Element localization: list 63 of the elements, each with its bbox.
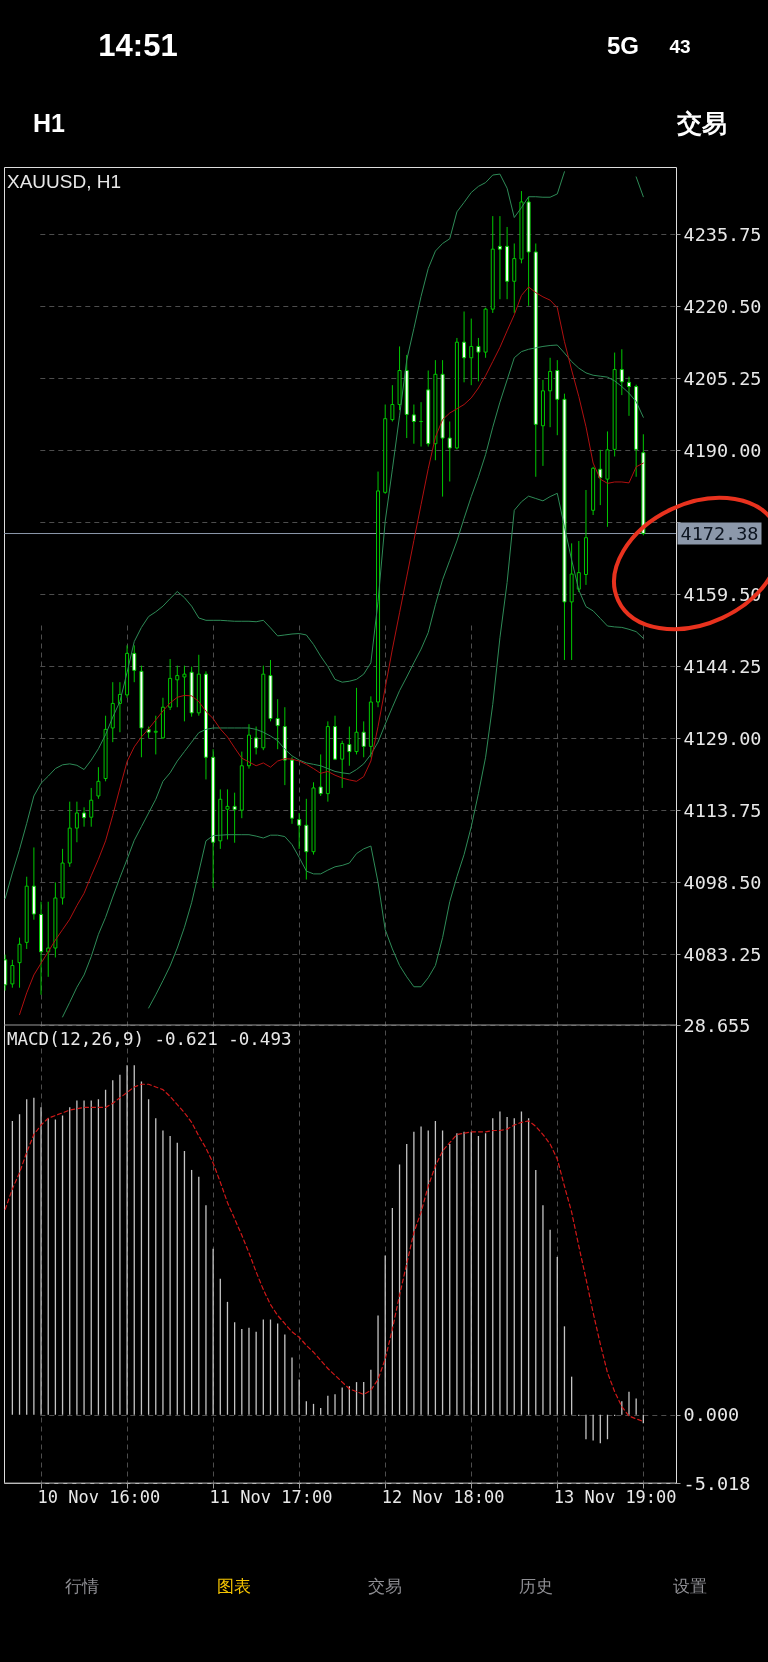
candlestick: [497, 215, 502, 300]
text: 图表: [217, 1577, 251, 1596]
candlestick: [132, 644, 137, 683]
candlestick: [347, 726, 352, 767]
y-tick-label: 4144.25: [683, 655, 762, 677]
candlestick: [361, 720, 366, 758]
text: 5G: [606, 32, 640, 59]
text: H1: [33, 109, 66, 137]
candlestick: [82, 806, 87, 828]
candlestick: [297, 812, 302, 850]
line-series: [148, 492, 644, 1009]
text: 14:51: [98, 28, 178, 63]
text: 交易: [368, 1577, 402, 1596]
y-tick-label: 4083.25: [683, 943, 762, 965]
candlestick: [225, 788, 230, 840]
candlestick: [576, 540, 581, 593]
x-tick-label: 12 Nov 18:00: [381, 1486, 505, 1507]
y-tick-label: 4129.00: [683, 727, 762, 749]
candlestick: [626, 376, 631, 417]
candlestick: [390, 384, 395, 423]
candlestick: [619, 348, 624, 396]
y-tick-label: 4190.00: [683, 439, 762, 461]
candlestick: [10, 959, 15, 989]
text: 43: [669, 36, 691, 57]
y-tick-label: 4205.25: [683, 367, 762, 389]
chart-title: XAUUSD, H1: [7, 171, 122, 192]
candlestick: [318, 753, 323, 797]
candlestick: [476, 337, 481, 382]
y-tick-label: 4098.50: [683, 871, 762, 893]
text: 设置: [673, 1577, 707, 1596]
text: 交易: [676, 109, 727, 137]
chart-title: MACD(12,26,9) -0.621 -0.493: [7, 1029, 292, 1049]
candlestick: [462, 311, 467, 383]
candlestick: [153, 715, 158, 755]
candlestick: [340, 740, 345, 789]
y-tick-label: 4113.75: [683, 799, 762, 821]
candlestick: [89, 787, 94, 828]
text: 行情: [65, 1577, 99, 1596]
y-tick-label: 4220.50: [683, 295, 762, 317]
x-tick-label: 10 Nov 16:00: [37, 1486, 161, 1507]
candlestick: [469, 318, 474, 386]
candlestick: [96, 766, 101, 800]
candlestick: [275, 698, 280, 750]
candlestick: [512, 243, 517, 314]
text: 历史: [519, 1577, 553, 1596]
candlestick: [254, 726, 259, 755]
candlestick: [548, 357, 553, 428]
candlestick: [447, 421, 452, 482]
x-tick-label: 11 Nov 17:00: [209, 1486, 333, 1507]
x-tick-label: 13 Nov 19:00: [553, 1486, 677, 1507]
candlestick: [74, 801, 79, 843]
ref-line-label: 4172.38: [680, 522, 759, 544]
candlestick: [232, 792, 237, 844]
candlestick: [175, 665, 180, 708]
y-tick-label: 4235.75: [683, 223, 762, 245]
candlestick: [354, 687, 359, 755]
y-tick-label: -5.018: [683, 1472, 751, 1494]
candlestick: [411, 404, 416, 445]
candlestick: [17, 937, 22, 989]
y-tick-label: 28.655: [683, 1014, 751, 1036]
y-tick-label: 0.000: [683, 1404, 740, 1426]
candlestick: [182, 665, 187, 722]
line-series: [4, 1083, 644, 1423]
